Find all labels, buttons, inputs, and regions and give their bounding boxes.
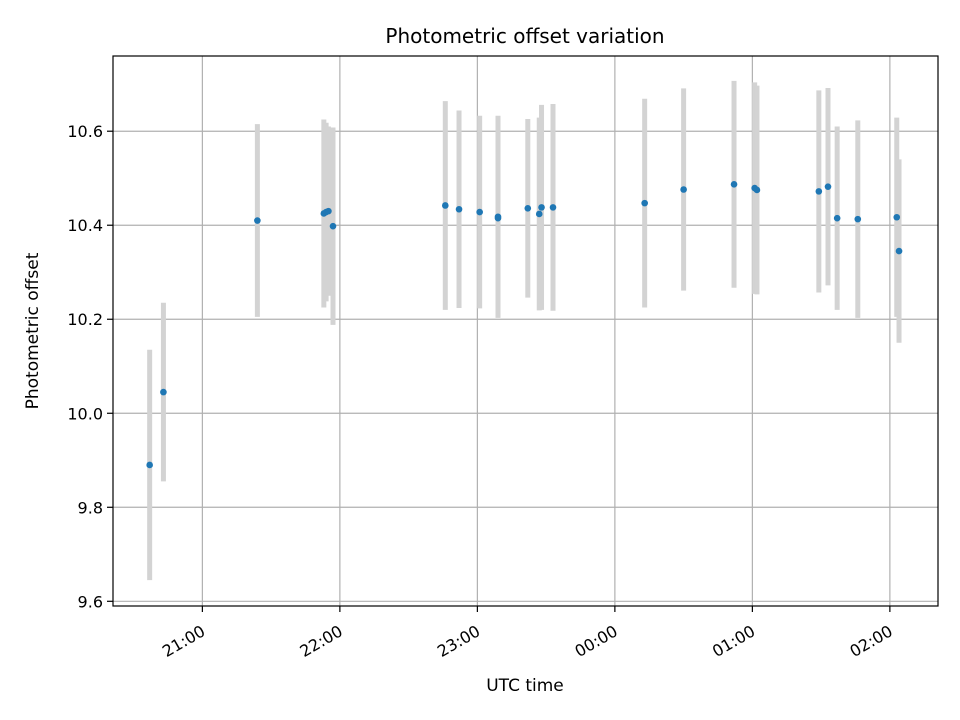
data-points <box>146 181 903 469</box>
y-axis-ticks: 9.6 9.8 10.0 10.2 10.4 10.6 <box>67 122 113 611</box>
x-axis-label: UTC time <box>486 676 564 696</box>
plot-frame <box>112 55 939 607</box>
data-point <box>325 207 332 215</box>
data-point <box>329 222 337 230</box>
data-point <box>854 215 862 223</box>
data-point <box>455 205 463 213</box>
data-point <box>824 183 832 190</box>
data-point <box>549 204 557 211</box>
data-point <box>494 214 502 222</box>
y-axis-label: Photometric offset <box>23 252 43 409</box>
data-point <box>895 247 903 255</box>
y-tick-label: 10.6 <box>67 122 103 141</box>
data-point <box>680 186 687 193</box>
data-point <box>524 205 532 212</box>
y-tick-label: 10.4 <box>67 216 103 235</box>
data-point <box>535 210 543 218</box>
data-point <box>538 204 545 211</box>
data-point <box>815 188 823 195</box>
y-tick-label: 10.0 <box>67 404 103 423</box>
data-point <box>160 388 167 396</box>
data-point <box>730 181 738 188</box>
data-point <box>833 214 841 222</box>
data-point <box>641 199 648 207</box>
data-point <box>146 461 153 469</box>
data-point <box>254 217 261 224</box>
data-point <box>753 186 761 194</box>
chart-title: Photometric offset variation <box>385 24 664 48</box>
y-tick-label: 9.8 <box>78 498 103 517</box>
y-tick-label: 9.6 <box>78 592 103 611</box>
data-point <box>441 202 449 209</box>
data-point <box>893 213 901 221</box>
data-point <box>476 208 483 216</box>
y-tick-label: 10.2 <box>67 310 103 329</box>
